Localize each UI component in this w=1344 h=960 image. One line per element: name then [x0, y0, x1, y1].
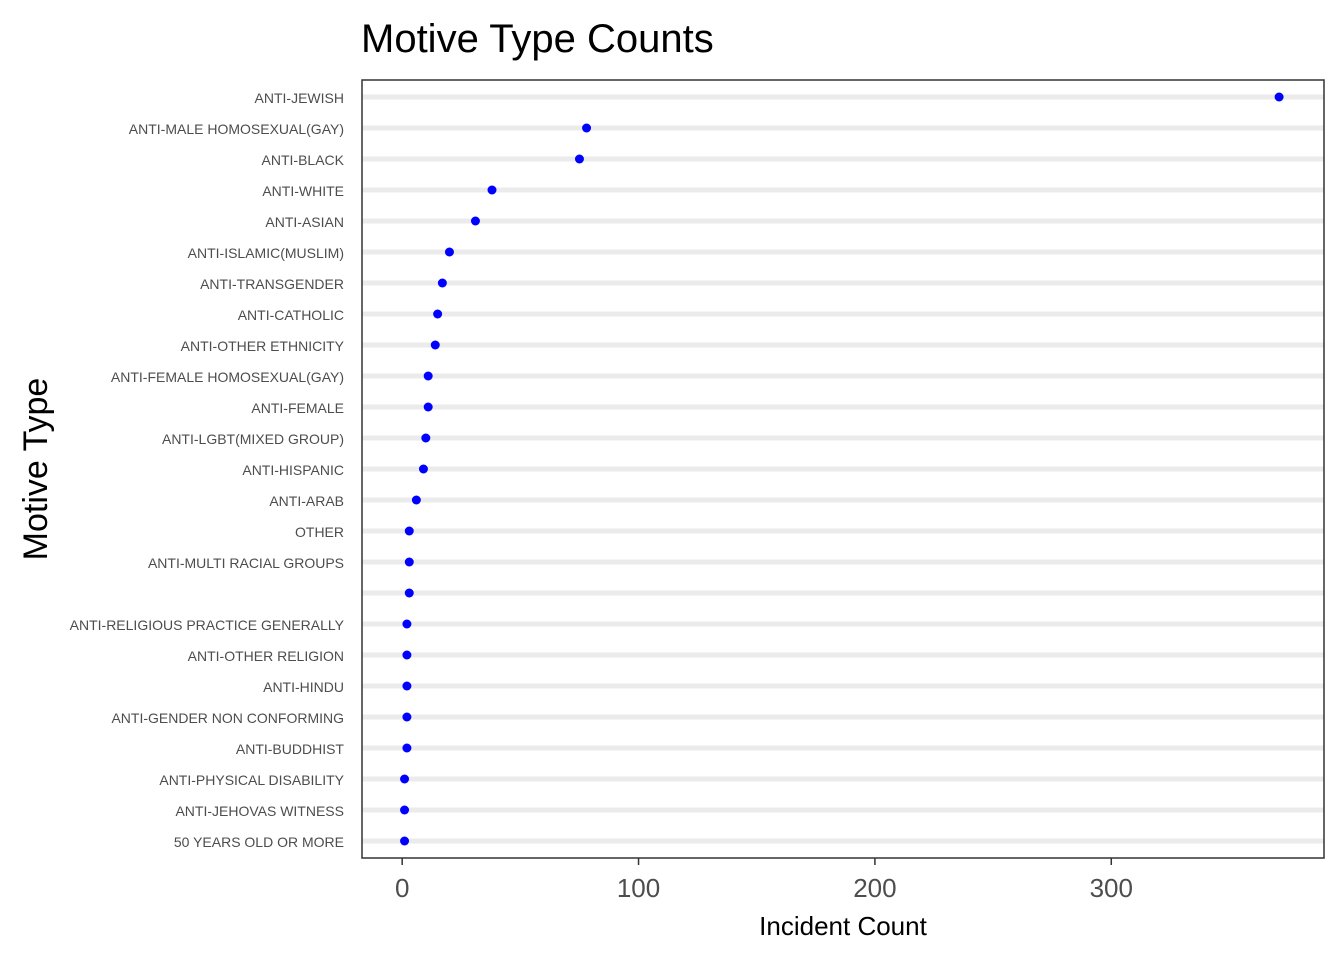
y-tick-label: ANTI-BLACK	[262, 152, 345, 168]
x-axis-title: Incident Count	[759, 911, 927, 941]
y-tick-label: ANTI-MALE HOMOSEXUAL(GAY)	[129, 121, 344, 137]
y-tick-label: ANTI-FEMALE	[251, 400, 344, 416]
data-point	[402, 619, 412, 629]
data-point	[421, 433, 431, 443]
y-tick-label: OTHER	[295, 524, 344, 540]
data-point	[400, 805, 410, 815]
y-tick-label: ANTI-OTHER ETHNICITY	[181, 338, 345, 354]
y-tick-label: ANTI-JEHOVAS WITNESS	[175, 803, 344, 819]
data-point	[437, 278, 447, 288]
gridlines	[362, 94, 1324, 844]
y-tick-label: ANTI-BUDDHIST	[236, 741, 345, 757]
y-tick-label: ANTI-ISLAMIC(MUSLIM)	[188, 245, 344, 261]
y-tick-label: ANTI-CATHOLIC	[238, 307, 344, 323]
x-tick-label: 100	[617, 873, 660, 903]
y-tick-label: ANTI-HISPANIC	[242, 462, 344, 478]
data-point	[470, 216, 480, 226]
y-tick-label: ANTI-TRANSGENDER	[200, 276, 344, 292]
data-point	[423, 402, 433, 412]
y-tick-label: 50 YEARS OLD OR MORE	[174, 834, 344, 850]
data-point	[430, 340, 440, 350]
data-point	[402, 650, 412, 660]
data-point	[402, 712, 412, 722]
data-point	[404, 588, 414, 598]
y-tick-label: ANTI-MULTI RACIAL GROUPS	[148, 555, 344, 571]
data-point	[433, 309, 443, 319]
data-point	[404, 557, 414, 567]
data-point	[487, 185, 497, 195]
y-tick-label: ANTI-ASIAN	[265, 214, 344, 230]
y-tick-label: ANTI-FEMALE HOMOSEXUAL(GAY)	[111, 369, 344, 385]
y-tick-label: ANTI-OTHER RELIGION	[188, 648, 344, 664]
data-points	[400, 92, 1284, 846]
data-point	[582, 123, 592, 133]
plot-panel-border	[361, 79, 1325, 859]
y-tick-label: ANTI-GENDER NON CONFORMING	[111, 710, 344, 726]
data-point	[423, 371, 433, 381]
x-tick-label: 200	[853, 873, 896, 903]
y-tick-label: ANTI-HINDU	[263, 679, 344, 695]
x-axis-ticks: 0 100 200 300	[395, 858, 1133, 903]
y-axis-title: Motive Type	[17, 378, 55, 561]
data-point	[1274, 92, 1284, 102]
data-point	[411, 495, 421, 505]
data-point	[444, 247, 454, 257]
x-tick-label: 0	[395, 873, 409, 903]
y-tick-label: ANTI-LGBT(MIXED GROUP)	[162, 431, 344, 447]
data-point	[404, 526, 414, 536]
chart-title: Motive Type Counts	[361, 17, 714, 61]
y-tick-label: ANTI-RELIGIOUS PRACTICE GENERALLY	[70, 617, 345, 633]
data-point	[402, 743, 412, 753]
data-point	[574, 154, 584, 164]
x-tick-label: 300	[1090, 873, 1133, 903]
data-point	[400, 774, 410, 784]
y-tick-label: ANTI-PHYSICAL DISABILITY	[159, 772, 344, 788]
y-tick-label: ANTI-WHITE	[262, 183, 344, 199]
y-axis-tick-labels: ANTI-JEWISH ANTI-MALE HOMOSEXUAL(GAY) ANTI…	[70, 90, 345, 850]
y-tick-label: ANTI-ARAB	[269, 493, 344, 509]
data-point	[418, 464, 428, 474]
data-point	[400, 836, 410, 846]
data-point	[402, 681, 412, 691]
y-tick-label: ANTI-JEWISH	[255, 90, 344, 106]
